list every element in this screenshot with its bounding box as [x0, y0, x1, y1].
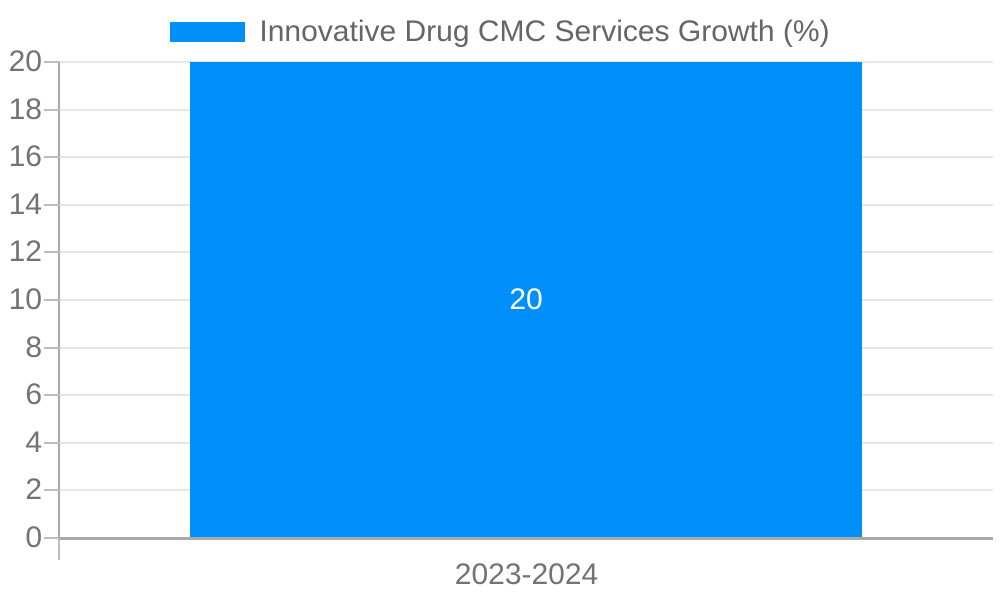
x-category-label: 2023-2024 — [454, 558, 599, 591]
y-tick-mark-10 — [44, 299, 60, 301]
legend-label: Innovative Drug CMC Services Growth (%) — [259, 15, 830, 48]
y-tick-label-10: 10 — [8, 283, 42, 316]
y-tick-mark-2 — [44, 489, 60, 492]
y-tick-label-14: 14 — [8, 187, 42, 221]
y-tick-label-2: 2 — [25, 473, 42, 507]
y-tick-label-18: 18 — [8, 92, 42, 126]
y-tick-label-20: 20 — [8, 45, 42, 78]
plot-area: 20 — [58, 61, 993, 560]
y-tick-mark-12 — [44, 251, 60, 254]
y-tick-mark-6 — [44, 394, 60, 397]
legend-swatch-icon — [170, 22, 246, 42]
x-axis-left-tick — [58, 538, 60, 560]
y-tick-mark-4 — [44, 441, 60, 444]
y-tick-mark-16 — [44, 156, 60, 159]
bar-value-label: 20 — [509, 283, 543, 316]
y-tick-label-8: 8 — [25, 330, 42, 364]
y-tick-mark-14 — [44, 203, 60, 206]
y-tick-mark-8 — [44, 346, 60, 349]
y-tick-label-16: 16 — [8, 140, 42, 174]
legend[interactable]: Innovative Drug CMC Services Growth (%) — [0, 12, 1000, 52]
y-tick-mark-18 — [44, 108, 60, 111]
y-tick-label-12: 12 — [8, 235, 42, 269]
x-axis-line — [58, 537, 993, 540]
y-tick-label-6: 6 — [25, 378, 42, 412]
y-tick-mark-20 — [44, 61, 60, 63]
y-tick-label-0: 0 — [25, 521, 42, 554]
y-tick-label-4: 4 — [25, 425, 42, 459]
y-tick-mark-0 — [44, 537, 60, 539]
bar-2023-2024[interactable]: 20 — [190, 62, 862, 538]
